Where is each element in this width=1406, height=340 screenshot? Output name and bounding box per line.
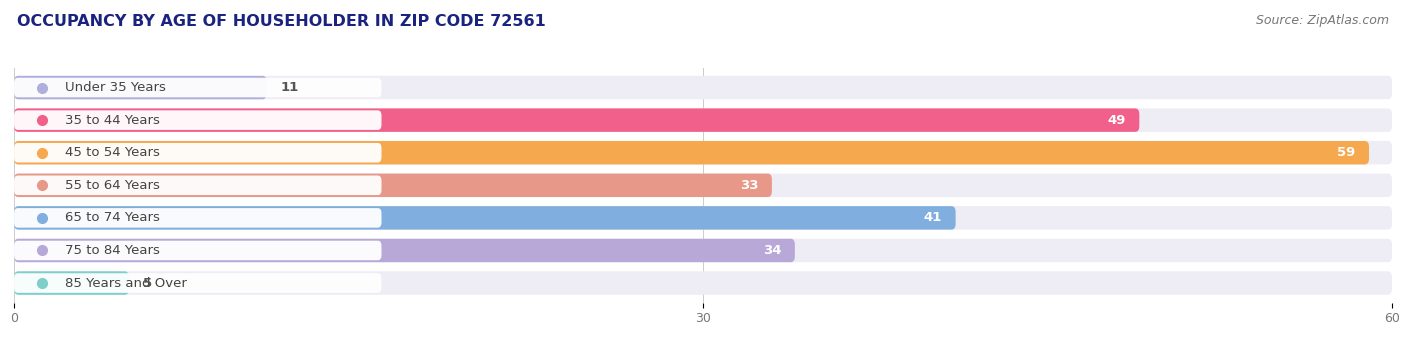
Text: 85 Years and Over: 85 Years and Over	[65, 276, 187, 290]
Text: 35 to 44 Years: 35 to 44 Years	[65, 114, 159, 126]
FancyBboxPatch shape	[14, 78, 381, 97]
FancyBboxPatch shape	[14, 206, 1392, 230]
Text: 34: 34	[762, 244, 782, 257]
FancyBboxPatch shape	[14, 108, 1392, 132]
FancyBboxPatch shape	[14, 241, 381, 260]
FancyBboxPatch shape	[14, 141, 1392, 165]
Text: Under 35 Years: Under 35 Years	[65, 81, 166, 94]
FancyBboxPatch shape	[14, 143, 381, 163]
Text: 75 to 84 Years: 75 to 84 Years	[65, 244, 159, 257]
Text: 33: 33	[740, 179, 758, 192]
Text: 65 to 74 Years: 65 to 74 Years	[65, 211, 159, 224]
FancyBboxPatch shape	[14, 141, 1369, 165]
Text: 49: 49	[1107, 114, 1126, 126]
Text: Source: ZipAtlas.com: Source: ZipAtlas.com	[1256, 14, 1389, 27]
Text: OCCUPANCY BY AGE OF HOUSEHOLDER IN ZIP CODE 72561: OCCUPANCY BY AGE OF HOUSEHOLDER IN ZIP C…	[17, 14, 546, 29]
Text: 59: 59	[1337, 146, 1355, 159]
Text: 55 to 64 Years: 55 to 64 Years	[65, 179, 159, 192]
FancyBboxPatch shape	[14, 239, 794, 262]
Text: 41: 41	[924, 211, 942, 224]
FancyBboxPatch shape	[14, 206, 956, 230]
FancyBboxPatch shape	[14, 271, 129, 295]
Text: 11: 11	[280, 81, 298, 94]
FancyBboxPatch shape	[14, 239, 1392, 262]
FancyBboxPatch shape	[14, 273, 381, 293]
FancyBboxPatch shape	[14, 271, 1392, 295]
FancyBboxPatch shape	[14, 76, 1392, 99]
Text: 45 to 54 Years: 45 to 54 Years	[65, 146, 159, 159]
FancyBboxPatch shape	[14, 208, 381, 228]
FancyBboxPatch shape	[14, 173, 772, 197]
FancyBboxPatch shape	[14, 76, 267, 99]
FancyBboxPatch shape	[14, 175, 381, 195]
Text: 5: 5	[142, 276, 152, 290]
FancyBboxPatch shape	[14, 110, 381, 130]
FancyBboxPatch shape	[14, 173, 1392, 197]
FancyBboxPatch shape	[14, 108, 1139, 132]
